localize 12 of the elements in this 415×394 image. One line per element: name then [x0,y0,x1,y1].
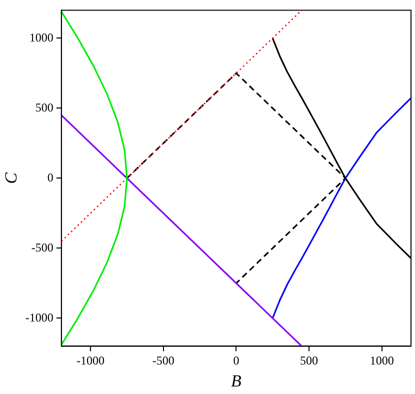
x-tick-label: 500 [300,354,318,368]
x-tick-label: 0 [233,354,240,368]
y-tick-label: 1000 [29,30,54,44]
x-tick-label: -1000 [76,354,105,368]
x-tick-label: 1000 [370,354,394,368]
y-tick-label: -500 [31,240,54,254]
x-axis-title: B [231,371,242,390]
y-tick-label: 500 [35,100,54,114]
y-tick-label: 0 [47,170,54,184]
x-tick-label: -500 [152,354,174,368]
y-tick-label: -1000 [25,310,54,324]
y-axis-title: C [2,172,21,184]
